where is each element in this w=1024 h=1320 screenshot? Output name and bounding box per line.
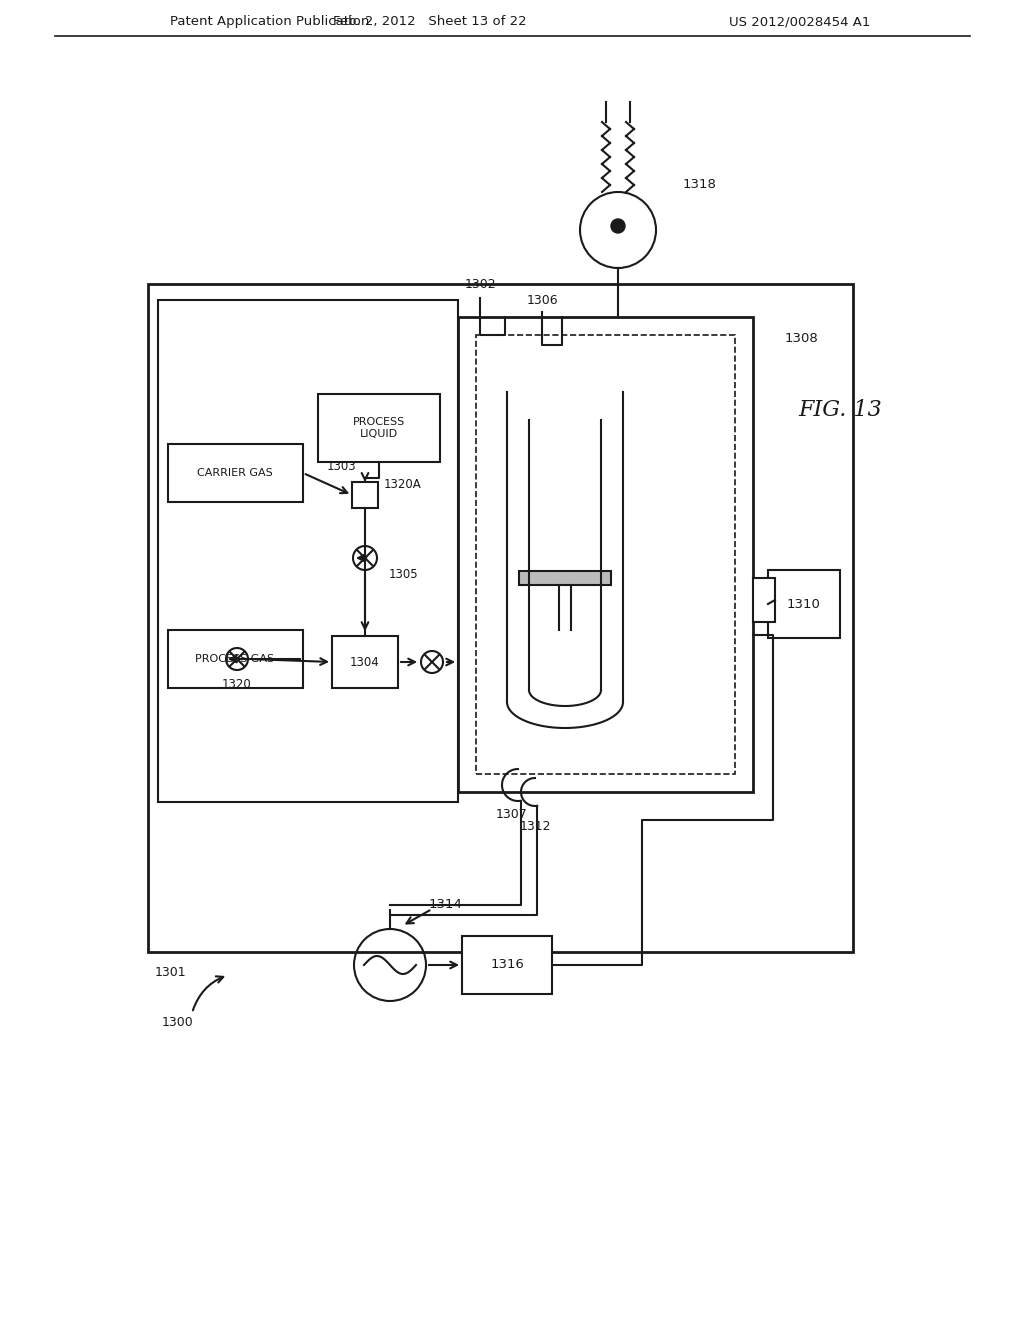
- Text: 1306: 1306: [526, 293, 558, 306]
- Text: US 2012/0028454 A1: US 2012/0028454 A1: [729, 16, 870, 29]
- Bar: [753, 578, 775, 622]
- Text: PROCESS GAS: PROCESS GAS: [196, 653, 274, 664]
- Bar: [318, 393, 440, 462]
- Bar: [768, 570, 840, 638]
- Text: 1314: 1314: [428, 898, 462, 911]
- Bar: [352, 482, 378, 508]
- Text: Patent Application Publication: Patent Application Publication: [170, 16, 370, 29]
- Text: 1318: 1318: [683, 177, 717, 190]
- Text: 1308: 1308: [784, 333, 818, 346]
- Text: 1320A: 1320A: [384, 478, 422, 491]
- Text: 1316: 1316: [490, 958, 524, 972]
- Bar: [158, 300, 458, 803]
- Text: 1307: 1307: [496, 808, 528, 821]
- Bar: [519, 572, 611, 585]
- Bar: [458, 317, 753, 792]
- Circle shape: [611, 219, 625, 234]
- Text: 1302: 1302: [464, 279, 496, 292]
- Bar: [462, 936, 552, 994]
- Text: 1320: 1320: [222, 678, 252, 692]
- Text: 1303: 1303: [327, 459, 356, 473]
- Text: 1304: 1304: [350, 656, 380, 668]
- Bar: [148, 284, 853, 952]
- FancyArrowPatch shape: [193, 977, 223, 1010]
- Text: 1312: 1312: [519, 820, 551, 833]
- Text: 1310: 1310: [787, 598, 821, 610]
- Text: CARRIER GAS: CARRIER GAS: [198, 469, 272, 478]
- Bar: [168, 630, 303, 688]
- Bar: [168, 444, 303, 502]
- Text: FIG. 13: FIG. 13: [798, 399, 882, 421]
- Text: 1300: 1300: [162, 1015, 194, 1028]
- Bar: [476, 335, 735, 774]
- Text: 1301: 1301: [155, 965, 185, 978]
- Text: 1305: 1305: [389, 568, 419, 581]
- Bar: [332, 636, 398, 688]
- Text: PROCESS
LIQUID: PROCESS LIQUID: [353, 417, 406, 438]
- Text: Feb. 2, 2012   Sheet 13 of 22: Feb. 2, 2012 Sheet 13 of 22: [333, 16, 526, 29]
